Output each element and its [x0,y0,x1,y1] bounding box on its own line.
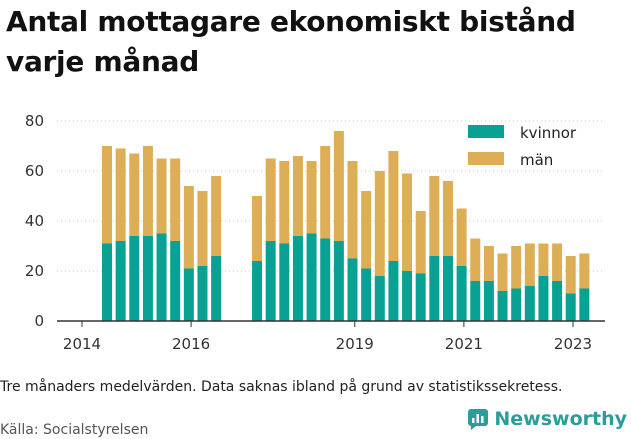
x-tick-label: 2021 [445,335,483,353]
bar-man [429,176,440,256]
bar-man [347,161,358,259]
bar-kvinnor [102,243,113,321]
x-tick-label: 2023 [554,335,592,353]
logo-text: Newsworthy [494,408,627,430]
bar-kvinnor [320,238,331,321]
bar-kvinnor [565,293,576,321]
bar-kvinnor [361,268,372,321]
newsworthy-logo: Newsworthy [467,408,627,430]
bar-man [402,173,413,271]
bar-kvinnor [333,241,344,321]
y-tick-label: 0 [34,312,44,330]
chart-svg: 0 20 40 60 80 2014 2016 2019 2021 2023 kvinnor m… [25,112,605,353]
bar-kvinnor [374,276,385,321]
bar-kvinnor [115,241,126,321]
bar-man [197,191,208,266]
bar-kvinnor [265,241,276,321]
bar-man [415,211,426,274]
bar-kvinnor [579,288,590,321]
bar-kvinnor [415,273,426,321]
bar-man [333,131,344,241]
bar-man [511,246,522,289]
bar-kvinnor [347,258,358,321]
bar-man [442,181,453,256]
bar-man [565,256,576,294]
x-tick-label: 2019 [336,335,374,353]
bar-man [374,171,385,276]
bar-kvinnor [402,271,413,321]
bar-kvinnor [142,236,153,321]
bar-man [102,146,113,244]
bar-kvinnor [279,243,290,321]
bar-man [470,238,481,281]
bar-kvinnor [552,281,563,321]
bar-man [497,253,508,291]
bar-man [320,146,331,239]
bar-kvinnor [292,236,303,321]
bar-man [292,156,303,236]
chart-title: Antal mottagare ekonomiskt bistånd varje… [6,5,576,78]
bar-man [156,158,167,234]
x-axis: 2014 2016 2019 2021 2023 [57,320,605,353]
bar-kvinnor [470,281,481,321]
bar-kvinnor [129,236,140,321]
bar-man [538,243,549,276]
bar-man [579,253,590,289]
y-tick-label: 60 [25,162,44,180]
bar-man [279,161,290,244]
legend-label-kvinnor: kvinnor [520,124,577,142]
bar-kvinnor [429,256,440,321]
x-tick-label: 2014 [63,335,101,353]
y-tick-label: 80 [25,112,44,130]
bar-man [306,161,317,234]
bar-man [183,186,194,269]
legend: kvinnor män [468,124,577,169]
bar-kvinnor [538,276,549,321]
y-tick-label: 40 [25,212,44,230]
bar-kvinnor [170,241,181,321]
legend-swatch-kvinnor [468,125,504,138]
bar-man [361,191,372,269]
bar-kvinnor [511,288,522,321]
bar-kvinnor [197,266,208,321]
bar-man [115,148,126,241]
bar-kvinnor [183,268,194,321]
bar-man [552,243,563,281]
bar-man [524,243,535,286]
bar-man [265,158,276,241]
bar-kvinnor [524,286,535,321]
y-tick-label: 20 [25,262,44,280]
bar-kvinnor [483,281,494,321]
bar-man [129,153,140,236]
bar-man [456,208,467,266]
bar-kvinnor [156,233,167,321]
bar-kvinnor [211,256,222,321]
bar-kvinnor [388,261,399,321]
bar-man [211,176,222,256]
bar-kvinnor [306,233,317,321]
bar-kvinnor [497,291,508,321]
bar-man [252,196,263,261]
bar-man [388,151,399,261]
x-tick-label: 2016 [172,335,210,353]
bar-man [483,246,494,281]
bar-kvinnor [442,256,453,321]
footnote: Tre månaders medelvärden. Data saknas ib… [0,379,563,395]
legend-label-man: män [520,151,553,169]
bar-chart-icon [468,409,489,430]
bar-kvinnor [252,261,263,321]
bar-man [170,158,181,241]
bar-kvinnor [456,266,467,321]
legend-swatch-man [468,152,504,165]
y-axis-ticks: 0 20 40 60 80 [25,112,44,330]
source-text: Källa: Socialstyrelsen [0,422,149,438]
bars [102,131,590,321]
bar-man [142,146,153,236]
